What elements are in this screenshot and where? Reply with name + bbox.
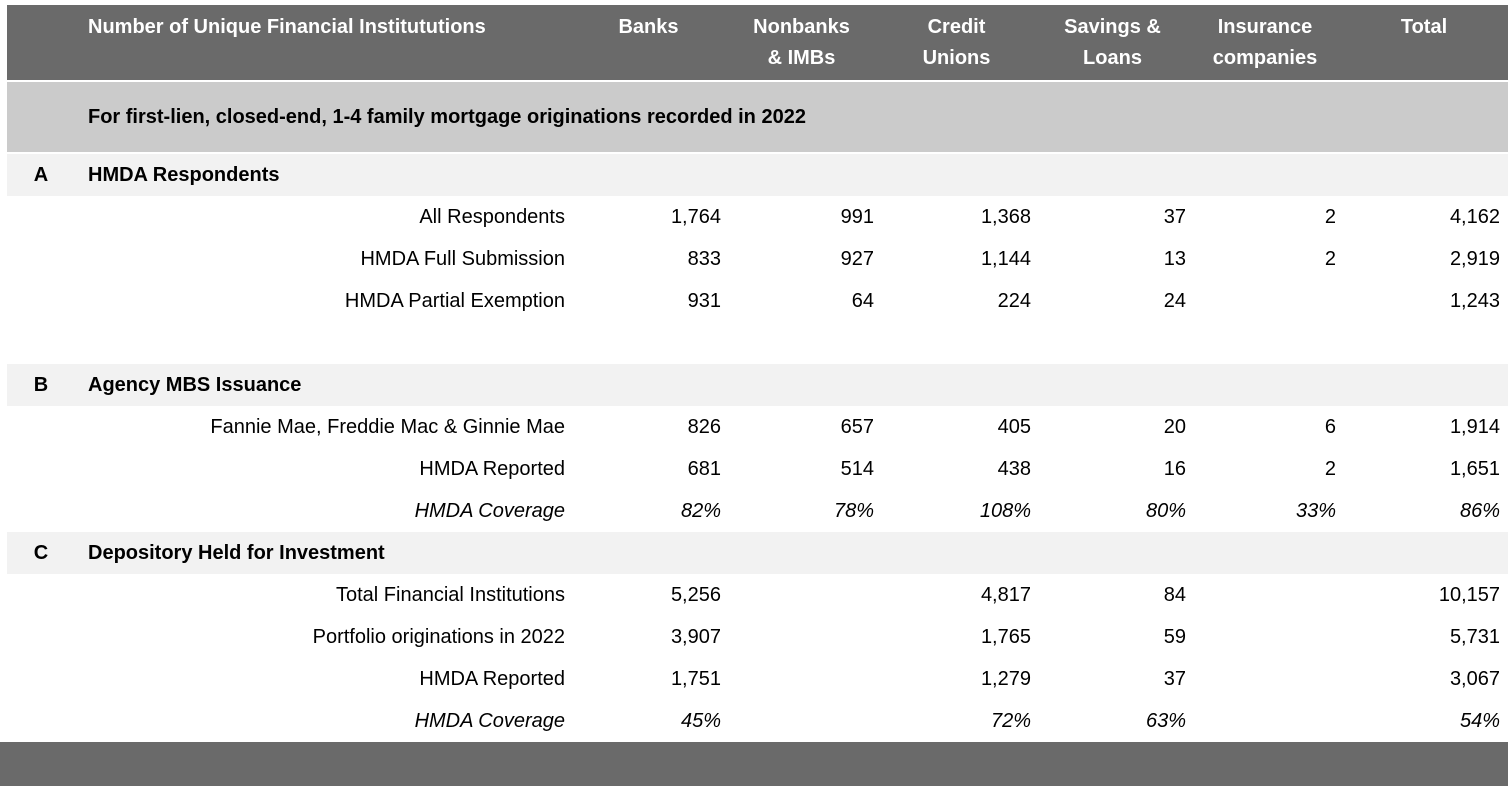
value-cell: 991: [840, 205, 874, 228]
value-cell: 2: [1324, 205, 1336, 228]
value-cell: 45%: [680, 709, 721, 732]
section-header-row-B: B Agency MBS Issuance: [7, 364, 1508, 406]
table-row: Portfolio originations in 2022 3,907 1,765…: [7, 616, 1508, 658]
value-cell: 1,144: [980, 247, 1031, 270]
value-cell: 2: [1324, 457, 1336, 480]
value-cell: 20: [1163, 415, 1186, 438]
column-header-5: Total: [1400, 16, 1448, 38]
value-cell: 2: [1324, 247, 1336, 270]
row-label: HMDA Coverage: [414, 709, 565, 732]
value-cell: 13: [1163, 247, 1186, 270]
table-row: Total Financial Institutions 5,256 4,817 84…: [7, 574, 1508, 616]
section-letter: C: [33, 541, 49, 564]
column-header-3: Savings & Loans: [1064, 16, 1161, 69]
row-label: All Respondents: [419, 205, 565, 228]
value-cell: 33%: [1295, 499, 1336, 522]
financial-institutions-table: Number of Unique Financial Institutution…: [7, 5, 1508, 742]
value-cell: 514: [840, 457, 874, 480]
table-subtitle: For first-lien, closed-end, 1-4 family m…: [88, 105, 806, 128]
value-cell: 86%: [1459, 499, 1500, 522]
table-title: Number of Unique Financial Institutution…: [88, 16, 486, 38]
value-cell: 59: [1163, 625, 1186, 648]
section-letter: A: [33, 163, 49, 186]
section-title: Agency MBS Issuance: [88, 373, 302, 396]
value-cell: 224: [997, 289, 1031, 312]
value-cell: 1,243: [1449, 289, 1500, 312]
row-label: Portfolio originations in 2022: [312, 625, 565, 648]
table-header-row: Number of Unique Financial Institutution…: [7, 5, 1508, 80]
column-header-1: Nonbanks & IMBs: [753, 16, 850, 69]
value-cell: 681: [687, 457, 721, 480]
value-cell: 5,731: [1449, 625, 1500, 648]
value-cell: 84: [1163, 583, 1186, 606]
value-cell: 24: [1163, 289, 1186, 312]
value-cell: 1,764: [670, 205, 721, 228]
value-cell: 6: [1324, 415, 1336, 438]
table-row: HMDA Coverage 82% 78% 108% 80% 33% 86%: [7, 490, 1508, 532]
value-cell: 3,067: [1449, 667, 1500, 690]
value-cell: 3,907: [670, 625, 721, 648]
value-cell: 405: [997, 415, 1031, 438]
value-cell: 10,157: [1438, 583, 1500, 606]
value-cell: 54%: [1459, 709, 1500, 732]
value-cell: 833: [687, 247, 721, 270]
subtitle-row: For first-lien, closed-end, 1-4 family m…: [7, 82, 1508, 152]
table-row: HMDA Coverage 45% 72% 63% 54%: [7, 700, 1508, 742]
value-cell: 108%: [979, 499, 1031, 522]
row-label: Total Financial Institutions: [335, 583, 565, 606]
table-row: All Respondents 1,764 991 1,368 37 2 4,162: [7, 196, 1508, 238]
value-cell: 1,651: [1449, 457, 1500, 480]
value-cell: 1,279: [980, 667, 1031, 690]
value-cell: 5,256: [670, 583, 721, 606]
section-title: Depository Held for Investment: [88, 541, 385, 564]
table-row: HMDA Reported 681 514 438 16 2 1,651: [7, 448, 1508, 490]
section-header-row-A: A HMDA Respondents: [7, 154, 1508, 196]
value-cell: 37: [1163, 667, 1186, 690]
row-label: HMDA Reported: [419, 667, 565, 690]
row-label: Fannie Mae, Freddie Mac & Ginnie Mae: [210, 415, 565, 438]
value-cell: 78%: [833, 499, 874, 522]
table-body: A HMDA Respondents All Respondents 1,764 991…: [7, 154, 1508, 742]
value-cell: 4,162: [1449, 205, 1500, 228]
table-row: Fannie Mae, Freddie Mac & Ginnie Mae 826 6…: [7, 406, 1508, 448]
table-row: HMDA Reported 1,751 1,279 37 3,067: [7, 658, 1508, 700]
value-cell: 1,765: [980, 625, 1031, 648]
value-cell: 826: [687, 415, 721, 438]
table-row: HMDA Partial Exemption 931 64 224 24 1,243: [7, 280, 1508, 322]
value-cell: 657: [840, 415, 874, 438]
table-row: HMDA Full Submission 833 927 1,144 13 2 2,919: [7, 238, 1508, 280]
row-label: HMDA Partial Exemption: [344, 289, 565, 312]
value-cell: 1,914: [1449, 415, 1500, 438]
row-label: HMDA Reported: [419, 457, 565, 480]
value-cell: 80%: [1145, 499, 1186, 522]
value-cell: 16: [1163, 457, 1186, 480]
value-cell: 37: [1163, 205, 1186, 228]
section-header-row-C: C Depository Held for Investment: [7, 532, 1508, 574]
section-title: HMDA Respondents: [88, 163, 280, 186]
column-header-4: Insurance companies: [1212, 16, 1318, 69]
value-cell: 931: [687, 289, 721, 312]
section-letter: B: [33, 373, 49, 396]
row-label: HMDA Coverage: [414, 499, 565, 522]
column-header-0: Banks: [618, 16, 679, 38]
value-cell: 64: [851, 289, 874, 312]
value-cell: 82%: [680, 499, 721, 522]
value-cell: 72%: [990, 709, 1031, 732]
value-cell: 1,751: [670, 667, 721, 690]
value-cell: 927: [840, 247, 874, 270]
value-cell: 63%: [1145, 709, 1186, 732]
value-cell: 4,817: [980, 583, 1031, 606]
value-cell: 438: [997, 457, 1031, 480]
column-header-2: Credit Unions: [922, 16, 991, 69]
value-cell: 1,368: [980, 205, 1031, 228]
spacer-row: [7, 322, 1508, 364]
row-label: HMDA Full Submission: [360, 247, 565, 270]
bottom-bar: [0, 742, 1508, 786]
value-cell: 2,919: [1449, 247, 1500, 270]
